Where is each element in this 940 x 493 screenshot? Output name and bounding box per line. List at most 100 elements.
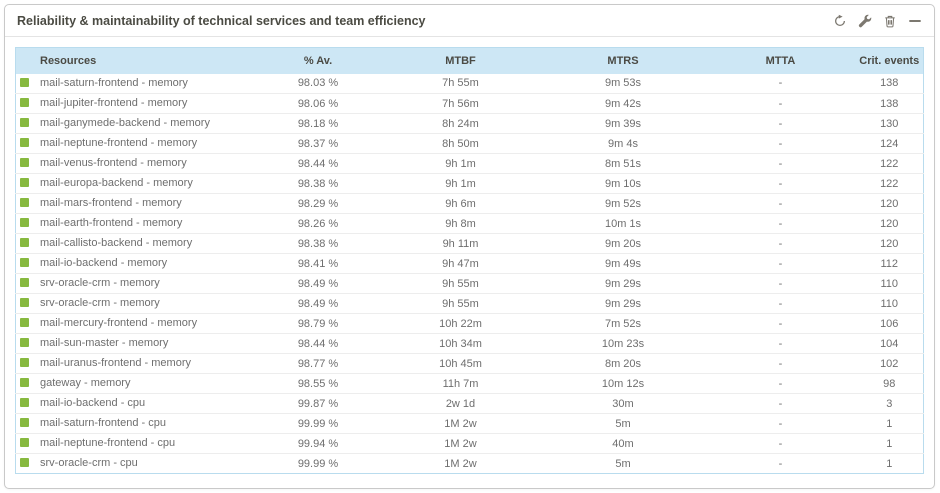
mtbf-cell: 9h 55m bbox=[380, 273, 541, 294]
mtbf-cell: 9h 47m bbox=[380, 253, 541, 274]
mtbf-cell: 10h 45m bbox=[380, 353, 541, 374]
table-row[interactable]: mail-venus-frontend - memory 98.44 % 9h 1m… bbox=[15, 153, 924, 174]
resource-name[interactable]: mail-mars-frontend - memory bbox=[40, 197, 182, 210]
resource-name[interactable]: srv-oracle-crm - cpu bbox=[40, 457, 138, 470]
minimize-icon[interactable] bbox=[908, 14, 922, 28]
status-ok-icon bbox=[20, 278, 29, 288]
table-row[interactable]: srv-oracle-crm - memory 98.49 % 9h 55m 9m 2… bbox=[15, 273, 924, 294]
resource-name[interactable]: mail-jupiter-frontend - memory bbox=[40, 97, 188, 110]
resource-name[interactable]: mail-io-backend - memory bbox=[40, 257, 168, 270]
resource-name[interactable]: mail-io-backend - cpu bbox=[40, 397, 146, 410]
availability-cell: 98.49 % bbox=[255, 273, 381, 294]
crit-events-cell: 3 bbox=[855, 393, 924, 414]
table-row[interactable]: srv-oracle-crm - memory 98.49 % 9h 55m 9m 2… bbox=[15, 293, 924, 314]
crit-events-cell: 122 bbox=[855, 173, 924, 194]
table-row[interactable]: mail-earth-frontend - memory 98.26 % 9h 8m… bbox=[15, 213, 924, 234]
resource-name[interactable]: mail-saturn-frontend - cpu bbox=[40, 417, 166, 430]
mtta-cell: - bbox=[705, 73, 856, 94]
crit-events-cell: 102 bbox=[855, 353, 924, 374]
table-row[interactable]: mail-ganymede-backend - memory 98.18 % 8h … bbox=[15, 113, 924, 134]
status-ok-icon bbox=[20, 458, 29, 468]
mtta-cell: - bbox=[705, 153, 856, 174]
resource-name[interactable]: mail-earth-frontend - memory bbox=[40, 217, 183, 230]
table-row[interactable]: mail-mars-frontend - memory 98.29 % 9h 6m 9… bbox=[15, 193, 924, 214]
table-row[interactable]: mail-mercury-frontend - memory 98.79 % 10h… bbox=[15, 313, 924, 334]
table-row[interactable]: mail-io-backend - cpu 99.87 % 2w 1d 30m -3 bbox=[15, 393, 924, 414]
resource-cell: mail-mercury-frontend - memory bbox=[15, 313, 256, 334]
status-ok-icon bbox=[20, 438, 29, 448]
table-row[interactable]: gateway - memory 98.55 % 11h 7m 10m 12s -98 bbox=[15, 373, 924, 394]
availability-cell: 98.06 % bbox=[255, 93, 381, 114]
mtrs-cell: 9m 49s bbox=[540, 253, 706, 274]
resource-cell: srv-oracle-crm - cpu bbox=[16, 454, 256, 474]
trash-icon[interactable] bbox=[883, 14, 897, 28]
mtrs-cell: 9m 53s bbox=[540, 73, 706, 94]
mtta-cell: - bbox=[705, 133, 856, 154]
resource-name[interactable]: mail-sun-master - memory bbox=[40, 337, 169, 350]
resource-name[interactable]: mail-callisto-backend - memory bbox=[40, 237, 193, 250]
table-row[interactable]: mail-sun-master - memory 98.44 % 10h 34m 10… bbox=[15, 333, 924, 354]
table-row[interactable]: mail-saturn-frontend - memory 98.03 % 7h 5… bbox=[15, 73, 924, 94]
mtrs-cell: 10m 23s bbox=[540, 333, 706, 354]
availability-cell: 98.26 % bbox=[255, 213, 381, 234]
mtta-cell: - bbox=[778, 457, 783, 470]
resource-name[interactable]: gateway - memory bbox=[40, 377, 131, 390]
crit-events-cell: 1 bbox=[886, 457, 893, 470]
table-row[interactable]: mail-europa-backend - memory 98.38 % 9h 1m… bbox=[15, 173, 924, 194]
resource-name[interactable]: mail-venus-frontend - memory bbox=[40, 157, 187, 170]
mtta-cell: - bbox=[705, 93, 856, 114]
resource-cell: mail-io-backend - memory bbox=[15, 253, 256, 274]
resource-name[interactable]: mail-saturn-frontend - memory bbox=[40, 77, 188, 90]
resource-name[interactable]: mail-ganymede-backend - memory bbox=[40, 117, 210, 130]
availability-cell: 99.99 % bbox=[255, 413, 381, 434]
table-row[interactable]: mail-jupiter-frontend - memory 98.06 % 7h … bbox=[15, 93, 924, 114]
column-header-mtbf: MTBF bbox=[380, 47, 541, 74]
resource-name[interactable]: mail-mercury-frontend - memory bbox=[40, 317, 198, 330]
wrench-icon[interactable] bbox=[858, 14, 872, 28]
resource-cell: mail-neptune-frontend - memory bbox=[15, 133, 256, 154]
table-row[interactable]: srv-oracle-crm - cpu 99.99 % 1M 2w 5m - 1 bbox=[16, 454, 924, 474]
resource-cell: mail-neptune-frontend - cpu bbox=[15, 433, 256, 454]
mtrs-cell: 9m 20s bbox=[540, 233, 706, 254]
column-header-crit-events: Crit. events bbox=[855, 47, 924, 74]
table-row[interactable]: mail-saturn-frontend - cpu 99.99 % 1M 2w 5m… bbox=[15, 413, 924, 434]
mtbf-cell: 2w 1d bbox=[380, 393, 541, 414]
resource-name[interactable]: srv-oracle-crm - memory bbox=[40, 297, 160, 310]
availability-cell: 99.87 % bbox=[255, 393, 381, 414]
column-header-resources: Resources bbox=[15, 47, 256, 74]
mtrs-cell: 9m 39s bbox=[540, 113, 706, 134]
mtta-cell: - bbox=[705, 173, 856, 194]
mtbf-cell: 11h 7m bbox=[380, 373, 541, 394]
crit-events-cell: 138 bbox=[855, 73, 924, 94]
mtbf-cell: 9h 6m bbox=[380, 193, 541, 214]
table-row[interactable]: mail-neptune-frontend - memory 98.37 % 8h … bbox=[15, 133, 924, 154]
availability-cell: 98.44 % bbox=[255, 153, 381, 174]
table-row[interactable]: mail-neptune-frontend - cpu 99.94 % 1M 2w 4… bbox=[15, 433, 924, 454]
reliability-table: Resources % Av. MTBF MTRS MTTA Crit. eve… bbox=[15, 47, 924, 474]
resource-name[interactable]: mail-europa-backend - memory bbox=[40, 177, 193, 190]
reliability-table-wrap: Resources % Av. MTBF MTRS MTTA Crit. eve… bbox=[15, 47, 924, 474]
availability-cell: 98.55 % bbox=[255, 373, 381, 394]
availability-cell: 98.37 % bbox=[255, 133, 381, 154]
crit-events-cell: 1 bbox=[855, 413, 924, 434]
widget-title: Reliability & maintainability of technic… bbox=[17, 14, 426, 28]
crit-events-cell: 1 bbox=[855, 433, 924, 454]
availability-cell: 98.38 % bbox=[255, 233, 381, 254]
availability-cell: 98.41 % bbox=[255, 253, 381, 274]
resource-name[interactable]: mail-neptune-frontend - cpu bbox=[40, 437, 176, 450]
table-row[interactable]: mail-callisto-backend - memory 98.38 % 9h … bbox=[15, 233, 924, 254]
resource-cell: srv-oracle-crm - memory bbox=[15, 293, 256, 314]
table-row[interactable]: mail-io-backend - memory 98.41 % 9h 47m 9m … bbox=[15, 253, 924, 274]
resource-name[interactable]: mail-uranus-frontend - memory bbox=[40, 357, 191, 370]
mtta-cell: - bbox=[705, 433, 856, 454]
mtbf-cell: 7h 55m bbox=[380, 73, 541, 94]
mtbf-cell: 8h 24m bbox=[380, 113, 541, 134]
resource-name[interactable]: srv-oracle-crm - memory bbox=[40, 277, 160, 290]
mtbf-cell: 9h 11m bbox=[380, 233, 541, 254]
mtbf-cell: 9h 1m bbox=[380, 153, 541, 174]
status-ok-icon bbox=[20, 378, 29, 388]
resource-name[interactable]: mail-neptune-frontend - memory bbox=[40, 137, 198, 150]
table-row[interactable]: mail-uranus-frontend - memory 98.77 % 10h … bbox=[15, 353, 924, 374]
refresh-icon[interactable] bbox=[833, 14, 847, 28]
resource-cell: mail-saturn-frontend - cpu bbox=[15, 413, 256, 434]
